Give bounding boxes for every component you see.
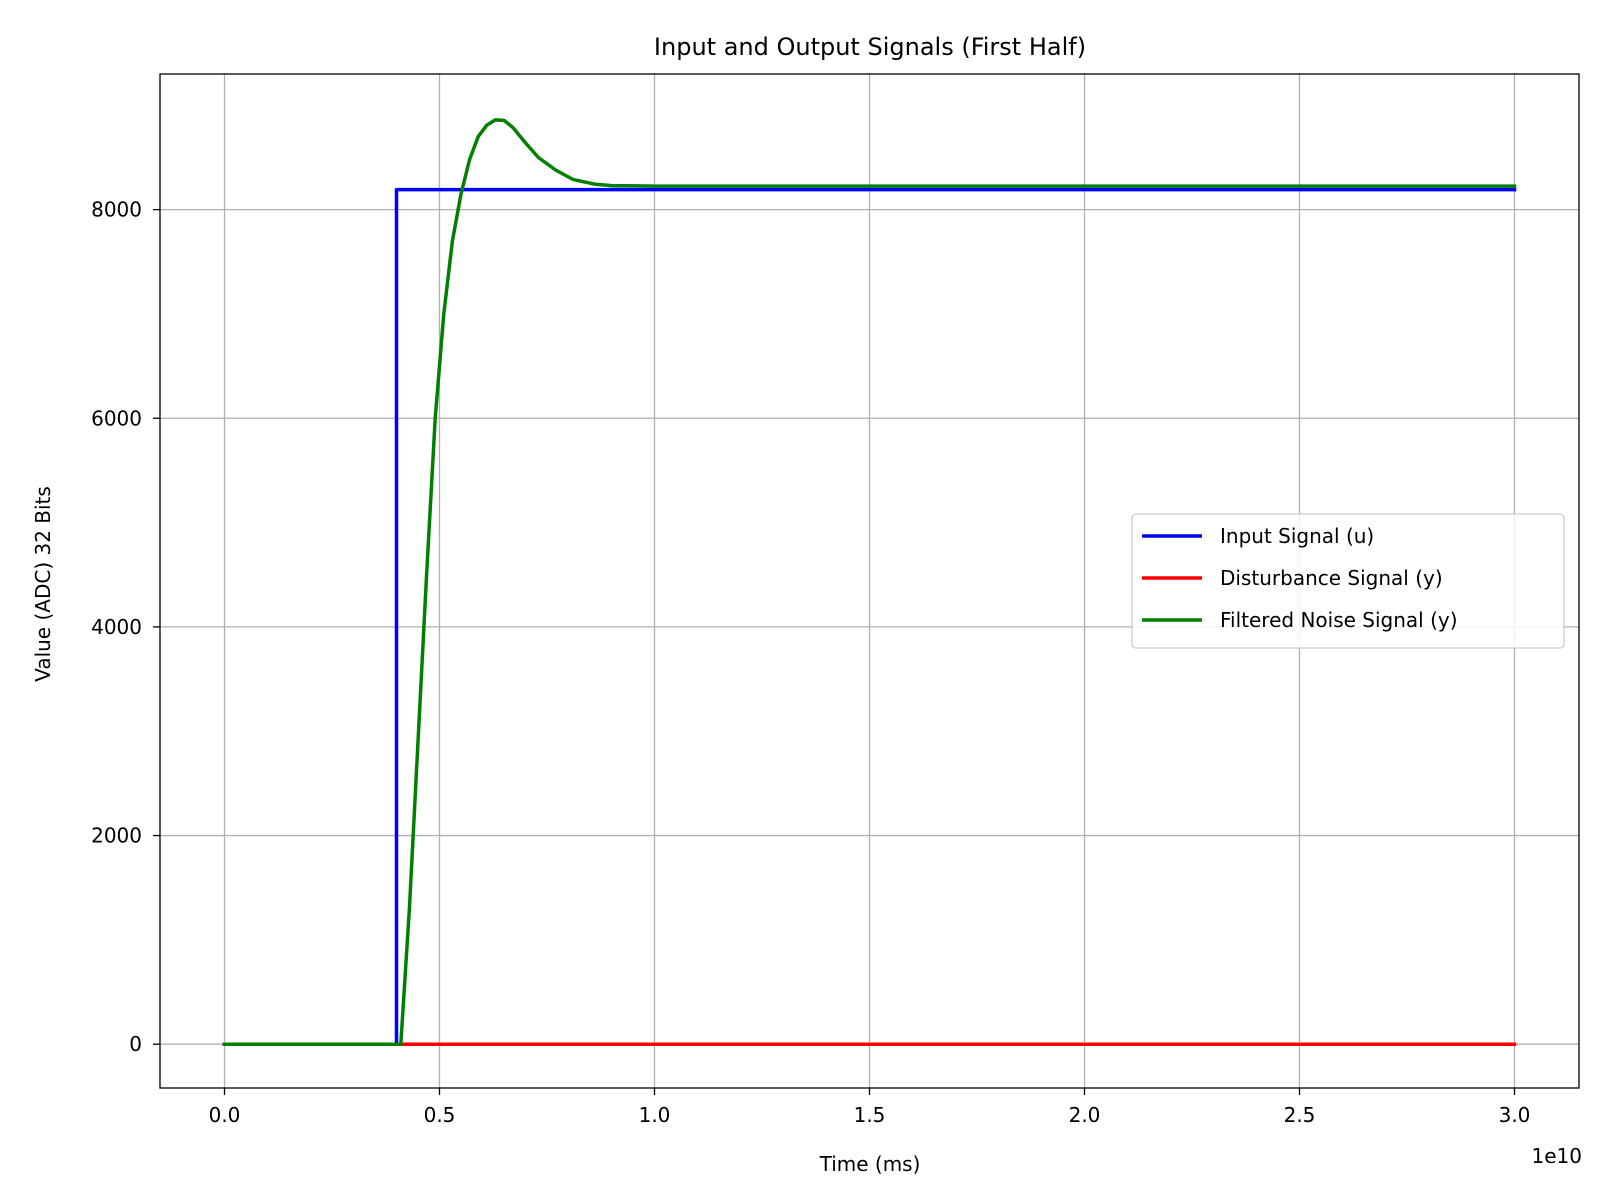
x-tick-label: 3.0 <box>1499 1103 1531 1127</box>
x-tick-label: 0.5 <box>424 1103 456 1127</box>
y-tick-label: 6000 <box>91 406 142 430</box>
y-tick-label: 2000 <box>91 824 142 848</box>
legend-label: Input Signal (u) <box>1220 524 1374 548</box>
legend-label: Disturbance Signal (y) <box>1220 566 1443 590</box>
y-tick-label: 4000 <box>91 615 142 639</box>
x-axis-label: Time (ms) <box>819 1152 921 1176</box>
y-tick-label: 8000 <box>91 198 142 222</box>
axis-ticks: 0.0 0.5 1.0 1.5 2.0 2.5 3.0 0 2000 4000 6000 8000 <box>91 198 1530 1127</box>
series-line-filtered-noise-signal-y <box>222 118 1517 1046</box>
legend-box <box>1131 513 1565 649</box>
x-tick-label: 0.0 <box>209 1103 241 1127</box>
y-axis-label: Value (ADC) 32 Bits <box>31 486 55 682</box>
x-tick-label: 2.0 <box>1069 1103 1101 1127</box>
x-tick-label: 2.5 <box>1284 1103 1316 1127</box>
y-tick-label: 0 <box>129 1032 142 1056</box>
legend: Input Signal (u) Disturbance Signal (y) Fi… <box>1131 513 1565 649</box>
x-tick-label: 1.0 <box>639 1103 671 1127</box>
chart-title: Input and Output Signals (First Half) <box>654 33 1086 61</box>
plot-lines <box>222 118 1517 1046</box>
x-axis-offset-text: 1e10 <box>1532 1144 1582 1168</box>
x-tick-label: 1.5 <box>854 1103 886 1127</box>
legend-label: Filtered Noise Signal (y) <box>1220 608 1458 632</box>
plot-frame <box>159 73 1580 1089</box>
